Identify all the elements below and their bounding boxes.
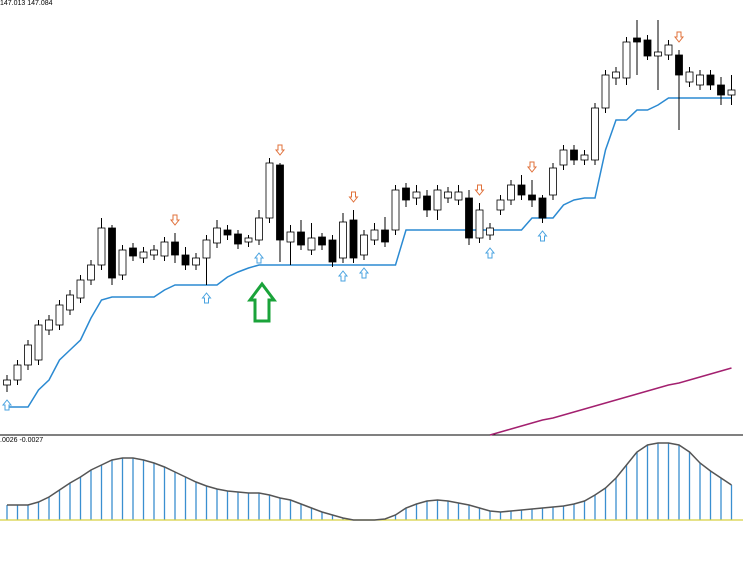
sell-arrow	[274, 144, 286, 156]
candle-body	[192, 257, 200, 266]
candle-body	[55, 304, 64, 326]
candle-body	[633, 37, 641, 43]
sell-arrow	[169, 214, 181, 226]
candle-body	[234, 233, 242, 245]
candle-body	[612, 71, 620, 79]
candle-body	[559, 149, 568, 166]
sell-arrow	[673, 31, 685, 43]
moving-average-line	[489, 367, 732, 436]
candle-body	[171, 241, 179, 256]
candle-body	[318, 236, 326, 246]
candle-body	[433, 189, 442, 211]
candle-body	[538, 197, 547, 219]
candle-body	[727, 89, 736, 96]
candle-body	[181, 254, 190, 266]
candle-body	[675, 54, 683, 76]
candle-body	[24, 344, 32, 366]
candle-body	[643, 39, 652, 57]
buy-arrow	[537, 230, 548, 242]
candle-body	[87, 264, 95, 281]
candle-body	[34, 324, 43, 361]
candle-body	[402, 187, 410, 201]
candle-body	[423, 195, 431, 211]
buy-arrow	[253, 252, 265, 264]
candle-body	[265, 162, 274, 219]
candle-body	[255, 217, 263, 241]
candle-body	[276, 164, 284, 241]
candle-body	[3, 379, 11, 386]
candle-body	[349, 219, 358, 259]
candle-body	[108, 227, 116, 279]
candle-body	[601, 74, 610, 109]
candle-body	[129, 247, 137, 257]
candle-body	[286, 231, 295, 243]
buy-arrow	[337, 270, 349, 282]
candle-body	[370, 229, 379, 241]
candle-body	[654, 51, 662, 57]
candle-body	[517, 184, 526, 196]
candle-body	[591, 107, 599, 161]
candle-body	[664, 44, 673, 56]
trailing-stop-line	[7, 97, 732, 408]
highlight-arrow	[247, 281, 277, 323]
buy-arrow	[358, 267, 370, 279]
oscillator-label: .0026 -0.0027	[0, 437, 43, 444]
candle-body	[97, 227, 106, 266]
sell-arrow	[526, 161, 538, 173]
candle-body	[486, 227, 494, 236]
candle-body	[706, 74, 715, 86]
buy-arrow	[1, 399, 13, 411]
candle-body	[150, 249, 158, 256]
candle-body	[454, 191, 463, 201]
candle-body	[160, 241, 169, 257]
candle-body	[580, 154, 589, 161]
candle-body	[444, 191, 452, 199]
candle-body	[622, 41, 631, 79]
candle-body	[328, 239, 337, 263]
candle-body	[475, 209, 484, 239]
candle-body	[244, 237, 253, 243]
candle-body	[391, 189, 400, 231]
price-label: 147.013 147.084	[0, 0, 53, 7]
candle-body	[213, 227, 221, 244]
oscillator-curve	[7, 442, 732, 521]
candle-body	[139, 251, 148, 259]
candle-body	[297, 231, 305, 246]
candle-body	[202, 239, 211, 259]
candle-body	[66, 294, 74, 311]
candle-body	[381, 229, 389, 243]
candle-body	[223, 229, 232, 236]
candle-body	[685, 71, 694, 83]
candle-body	[496, 199, 505, 211]
candle-body	[45, 319, 53, 331]
candle-body	[13, 364, 22, 381]
sell-arrow	[348, 191, 359, 203]
candle-body	[528, 194, 536, 201]
candle-body	[118, 249, 127, 276]
sell-arrow	[474, 184, 485, 196]
candle-body	[360, 234, 368, 256]
candle-body	[570, 149, 578, 161]
candle-body	[696, 74, 704, 86]
candle-body	[549, 167, 557, 196]
candle-body	[307, 237, 316, 251]
buy-arrow	[201, 292, 212, 304]
candle-body	[412, 191, 421, 199]
candle-body	[717, 84, 725, 96]
candle-body	[465, 197, 473, 239]
buy-arrow	[484, 247, 496, 259]
candle-body	[339, 221, 347, 259]
candle-body	[76, 279, 85, 299]
candle-body	[507, 184, 515, 201]
